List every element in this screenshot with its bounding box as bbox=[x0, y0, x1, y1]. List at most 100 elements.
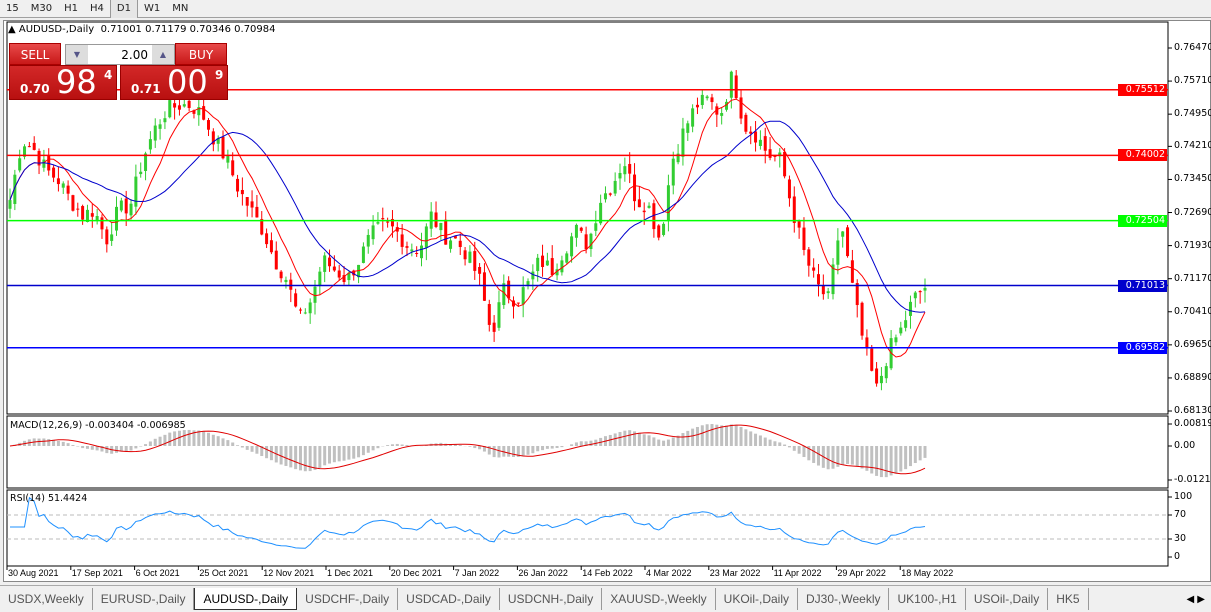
candle-body bbox=[192, 110, 196, 114]
timeframe-d1[interactable]: D1 bbox=[109, 0, 138, 18]
candle-body bbox=[671, 158, 675, 186]
macd-histogram-bar bbox=[894, 446, 898, 474]
price-tick-label: 0.70410 bbox=[1174, 305, 1211, 317]
timeframe-mn[interactable]: MN bbox=[172, 3, 189, 14]
candle-body bbox=[642, 210, 646, 213]
candle-body bbox=[274, 250, 278, 270]
candle-body bbox=[37, 150, 41, 166]
macd-histogram-bar bbox=[705, 424, 709, 446]
candle-body bbox=[633, 174, 637, 202]
macd-histogram-bar bbox=[250, 446, 254, 452]
candle-body bbox=[904, 320, 908, 328]
date-tick-label: 25 Oct 2021 bbox=[199, 568, 249, 578]
candle-body bbox=[458, 240, 462, 248]
chart-tab[interactable]: USDCHF-,Daily bbox=[297, 588, 399, 610]
candle-body bbox=[705, 96, 709, 99]
lot-input[interactable] bbox=[88, 45, 152, 64]
candle-body bbox=[279, 271, 283, 279]
candle-body bbox=[400, 234, 404, 247]
candle-body bbox=[686, 123, 690, 133]
macd-histogram-bar bbox=[265, 446, 269, 459]
macd-histogram-bar bbox=[192, 430, 196, 446]
chart-tab[interactable]: HK5 bbox=[1048, 588, 1089, 610]
candle-body bbox=[783, 151, 787, 177]
macd-histogram-bar bbox=[294, 446, 298, 470]
chart-tab[interactable]: USDCNH-,Daily bbox=[500, 588, 603, 610]
candle-body bbox=[105, 229, 109, 245]
timeframe-w1[interactable]: W1 bbox=[143, 3, 161, 14]
chart-tab[interactable]: XAUUSD-,Weekly bbox=[602, 588, 716, 610]
candle-body bbox=[153, 125, 157, 141]
timeframe-h4[interactable]: H4 bbox=[89, 3, 104, 14]
price-tick-label: 0.71930 bbox=[1174, 239, 1211, 251]
macd-histogram-bar bbox=[695, 426, 699, 446]
tab-scroll-arrows-icon[interactable]: ◀ ▶ bbox=[1186, 593, 1205, 605]
chart-tab[interactable]: DJ30-,Weekly bbox=[798, 588, 890, 610]
macd-histogram-bar bbox=[594, 439, 598, 446]
buy-button[interactable]: BUY bbox=[175, 43, 227, 65]
candle-body bbox=[444, 219, 448, 245]
candle-body bbox=[226, 156, 230, 163]
candle-body bbox=[289, 279, 293, 290]
macd-histogram-bar bbox=[182, 430, 186, 446]
candle-body bbox=[894, 337, 898, 343]
level-price-badge: 0.71013 bbox=[1118, 279, 1167, 292]
timeframe-toolbar: 15 M30 H1 H4 D1 W1 MN bbox=[0, 0, 1211, 18]
decrease-lot-icon[interactable]: ▼ bbox=[66, 45, 88, 64]
one-click-trading-panel: SELL ▼ ▲ BUY 0.70 98 4 0.71 00 9 bbox=[9, 43, 228, 100]
candle-body bbox=[255, 206, 259, 218]
macd-histogram-bar bbox=[870, 446, 874, 474]
increase-lot-icon[interactable]: ▲ bbox=[152, 45, 174, 64]
candle-body bbox=[913, 292, 917, 299]
macd-histogram-bar bbox=[66, 443, 70, 446]
candle-body bbox=[870, 348, 874, 371]
chart-tab[interactable]: USDCAD-,Daily bbox=[398, 588, 500, 610]
candle-body bbox=[589, 233, 593, 249]
sell-price-pips: 98 bbox=[56, 65, 97, 100]
candle-body bbox=[313, 286, 317, 303]
candle-body bbox=[884, 366, 888, 379]
candle-body bbox=[545, 260, 549, 266]
candle-body bbox=[173, 103, 177, 108]
macd-histogram-bar bbox=[226, 440, 230, 446]
chart-tab[interactable]: UKOil-,Daily bbox=[716, 588, 799, 610]
macd-histogram-bar bbox=[478, 446, 482, 450]
macd-histogram-bar bbox=[676, 435, 680, 446]
macd-histogram-bar bbox=[134, 446, 138, 449]
buy-price-button[interactable]: 0.71 00 9 bbox=[120, 65, 228, 100]
macd-histogram-bar bbox=[729, 424, 733, 446]
macd-histogram-bar bbox=[487, 446, 491, 455]
price-tick-label: 0.72690 bbox=[1174, 206, 1211, 218]
macd-histogram-bar bbox=[773, 441, 777, 446]
macd-histogram-bar bbox=[231, 442, 235, 446]
price-tick-label: 0.75710 bbox=[1174, 75, 1211, 87]
chart-tab[interactable]: EURUSD-,Daily bbox=[93, 588, 195, 610]
date-tick-label: 29 Apr 2022 bbox=[837, 568, 886, 578]
candle-body bbox=[8, 200, 12, 209]
macd-histogram-bar bbox=[831, 446, 835, 469]
sell-button[interactable]: SELL bbox=[9, 43, 61, 65]
lot-stepper[interactable]: ▼ ▲ bbox=[65, 44, 175, 65]
macd-histogram-bar bbox=[589, 440, 593, 446]
candle-body bbox=[250, 201, 254, 208]
macd-histogram-bar bbox=[386, 445, 390, 446]
timeframe-m30[interactable]: M30 bbox=[30, 3, 53, 14]
chart-tab[interactable]: AUDUSD-,Daily bbox=[194, 588, 298, 610]
candle-body bbox=[245, 197, 249, 206]
macd-histogram-bar bbox=[555, 446, 559, 449]
candle-body bbox=[536, 257, 540, 272]
candle-body bbox=[720, 113, 724, 116]
candle-body bbox=[763, 136, 767, 151]
sell-price-button[interactable]: 0.70 98 4 bbox=[9, 65, 117, 100]
chart-tab[interactable]: UK100-,H1 bbox=[889, 588, 966, 610]
macd-histogram-bar bbox=[608, 434, 612, 446]
timeframe-h1[interactable]: H1 bbox=[64, 3, 78, 14]
timeframe-15[interactable]: 15 bbox=[6, 3, 19, 14]
level-price-badge: 0.69582 bbox=[1118, 341, 1167, 354]
rsi-tick-label: 100 bbox=[1174, 491, 1193, 502]
candle-body bbox=[405, 246, 409, 248]
chart-tab[interactable]: USOil-,Daily bbox=[966, 588, 1049, 610]
macd-histogram-bar bbox=[783, 444, 787, 446]
chart-tab[interactable]: USDX,Weekly bbox=[0, 588, 93, 610]
